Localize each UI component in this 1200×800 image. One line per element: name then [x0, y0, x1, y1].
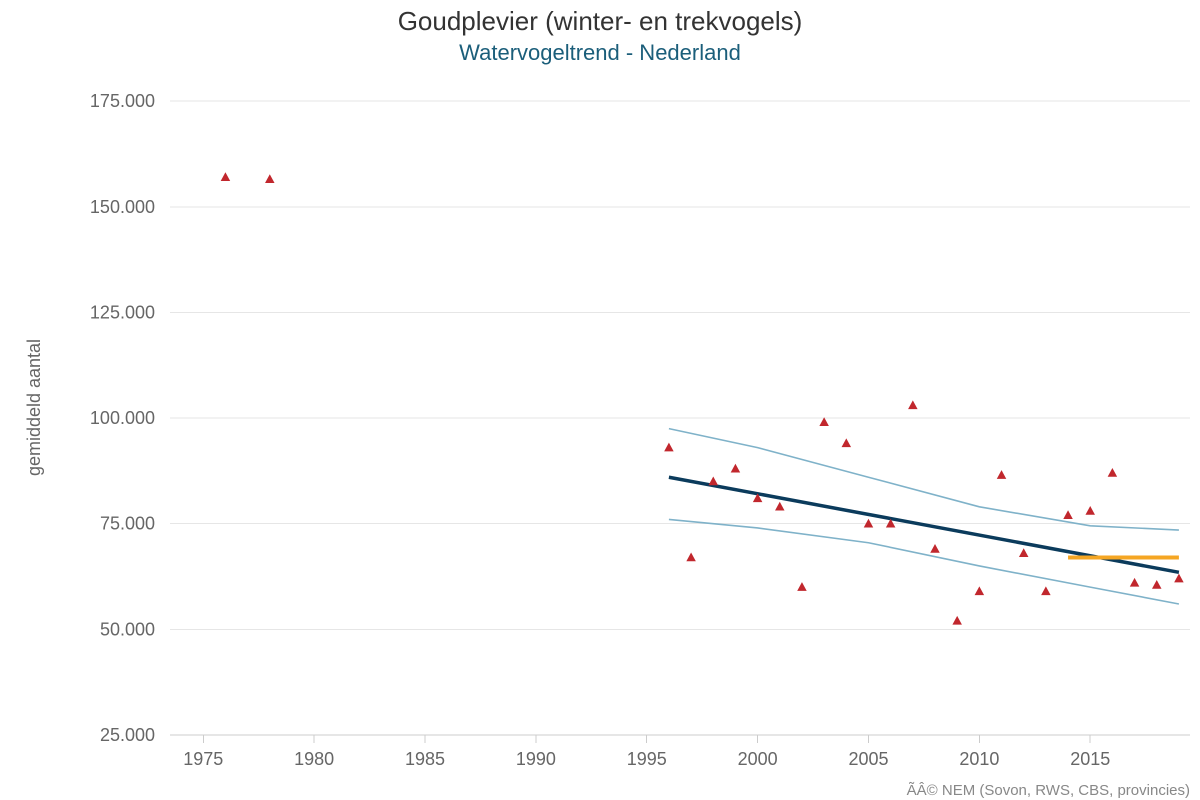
x-tick-label: 2010 — [959, 749, 999, 769]
x-tick-label: 1975 — [183, 749, 223, 769]
x-tick-label: 1985 — [405, 749, 445, 769]
y-tick-label: 75.000 — [100, 514, 155, 534]
chart-background — [0, 0, 1200, 800]
y-axis-label: gemiddeld aantal — [24, 339, 44, 476]
y-tick-label: 150.000 — [90, 197, 155, 217]
chart-container: Goudplevier (winter- en trekvogels) Water… — [0, 0, 1200, 800]
x-tick-label: 1990 — [516, 749, 556, 769]
x-tick-label: 1980 — [294, 749, 334, 769]
chart-subtitle: Watervogeltrend - Nederland — [459, 40, 741, 65]
chart-title: Goudplevier (winter- en trekvogels) — [398, 6, 803, 36]
x-tick-label: 1995 — [627, 749, 667, 769]
x-tick-label: 2005 — [848, 749, 888, 769]
y-tick-label: 175.000 — [90, 91, 155, 111]
chart-svg: Goudplevier (winter- en trekvogels) Water… — [0, 0, 1200, 800]
y-tick-label: 100.000 — [90, 408, 155, 428]
y-tick-label: 125.000 — [90, 302, 155, 322]
y-tick-label: 50.000 — [100, 619, 155, 639]
y-tick-label: 25.000 — [100, 725, 155, 745]
x-tick-label: 2015 — [1070, 749, 1110, 769]
chart-credits: ÃÂ© NEM (Sovon, RWS, CBS, provincies) — [907, 782, 1190, 799]
x-tick-label: 2000 — [738, 749, 778, 769]
